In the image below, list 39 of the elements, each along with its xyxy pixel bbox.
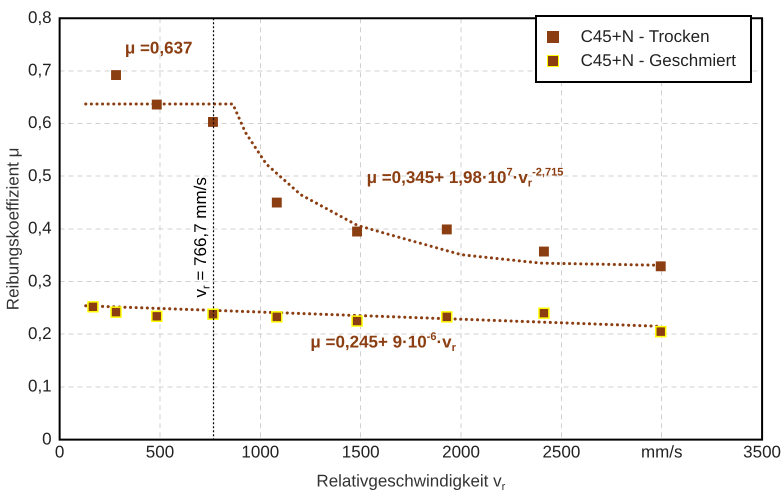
y-tick-label: 0,6 (28, 113, 52, 132)
y-tick-label: 0,4 (28, 218, 52, 238)
point (351, 315, 363, 327)
point (111, 70, 121, 80)
point (87, 301, 99, 313)
y-axis-title: Reibungskoeffizient μ (4, 148, 23, 310)
x-tick-label: 2000 (442, 442, 480, 462)
point (151, 310, 162, 322)
point (441, 311, 452, 323)
y-tick-label: 0,1 (28, 376, 52, 396)
legend-label: C45+N - Trocken (580, 27, 710, 47)
y-tick-label: 0,3 (28, 271, 52, 290)
point (207, 308, 219, 320)
ref-line-label: vr = 766,7 mm/s (191, 177, 213, 298)
legend-label: C45+N - Geschmiert (580, 51, 736, 71)
x-tick-label: mm/s (640, 442, 683, 462)
y-tick-label: 0,2 (28, 324, 52, 343)
point (272, 198, 282, 208)
y-tick-label: 0,8 (28, 8, 52, 27)
y-tick-label: 0,5 (28, 166, 52, 185)
annotation: μ =0,637 (124, 38, 192, 58)
x-tick-label: 0 (54, 442, 64, 462)
point (271, 311, 282, 323)
y-tick-label: 0,7 (28, 60, 52, 80)
point (152, 100, 162, 110)
x-tick-label: 1000 (241, 442, 280, 462)
point (656, 261, 666, 272)
x-tick-label: 3500 (743, 442, 782, 462)
y-tick-label: 0 (42, 429, 52, 448)
point (655, 326, 666, 338)
point (442, 224, 452, 234)
x-tick-label: 1500 (342, 442, 380, 462)
x-tick-label: 2500 (542, 442, 580, 462)
point (352, 226, 362, 236)
point (538, 307, 550, 319)
point (208, 117, 218, 127)
x-tick-label: 500 (146, 442, 174, 462)
point (538, 246, 549, 256)
point (110, 306, 122, 318)
